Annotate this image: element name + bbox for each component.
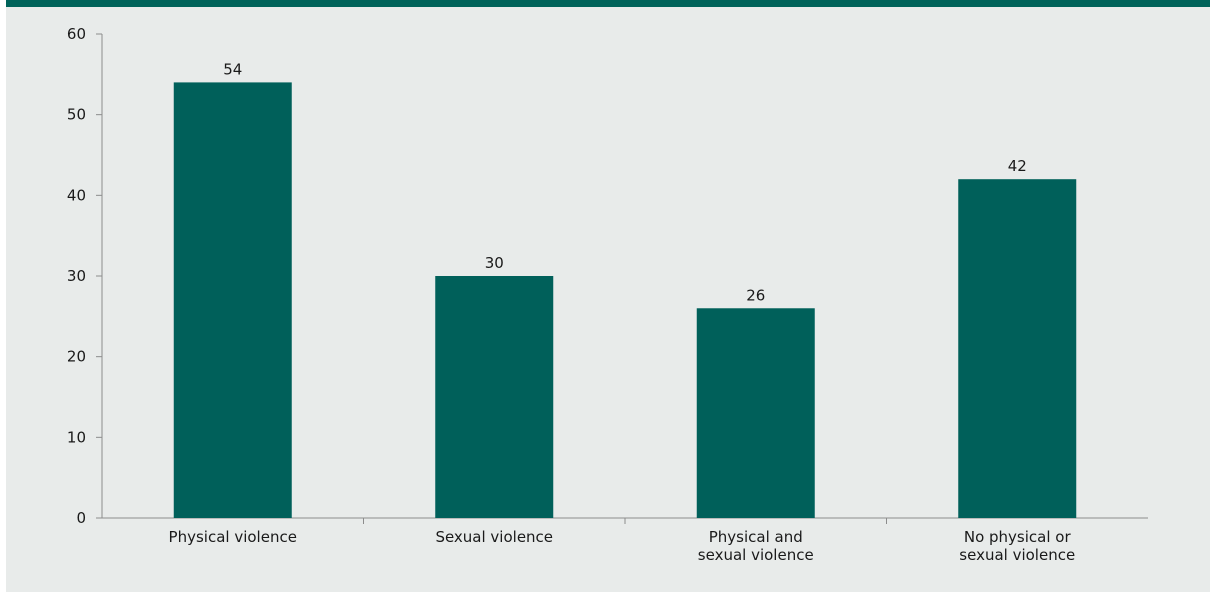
bar [173, 82, 292, 519]
category-label: sexual violence [959, 546, 1075, 564]
category-label: Sexual violence [435, 528, 553, 546]
bar-chart: 0 10 20 30 40 50 60 54 30 26 42 Physical violence… [67, 25, 1148, 564]
y-tick-label: 40 [67, 186, 86, 204]
bar [435, 276, 554, 518]
category-labels: Physical violence Sexual violence Physical… [169, 528, 1076, 564]
y-tick-label: 0 [76, 509, 86, 527]
bar [696, 308, 815, 518]
category-label: sexual violence [698, 546, 814, 564]
y-tick-label: 30 [67, 267, 86, 285]
y-axis: 0 10 20 30 40 50 60 [67, 25, 103, 527]
y-tick-label: 50 [67, 106, 86, 124]
x-axis [102, 517, 1148, 524]
y-tick-label: 20 [67, 348, 86, 366]
bars [173, 82, 1077, 519]
bar [958, 179, 1077, 518]
data-label: 30 [485, 254, 504, 272]
data-label: 26 [746, 286, 765, 304]
y-tick-label: 10 [67, 428, 86, 446]
chart-panel: 0 10 20 30 40 50 60 54 30 26 42 Physical violence… [6, 7, 1210, 592]
category-label: Physical violence [169, 528, 297, 546]
y-tick-label: 60 [67, 25, 86, 43]
top-accent-band [6, 0, 1210, 7]
data-label: 42 [1008, 157, 1027, 175]
category-label: Physical and [709, 528, 803, 546]
category-label: No physical or [964, 528, 1072, 546]
data-labels: 54 30 26 42 [223, 60, 1027, 304]
data-label: 54 [223, 60, 242, 78]
